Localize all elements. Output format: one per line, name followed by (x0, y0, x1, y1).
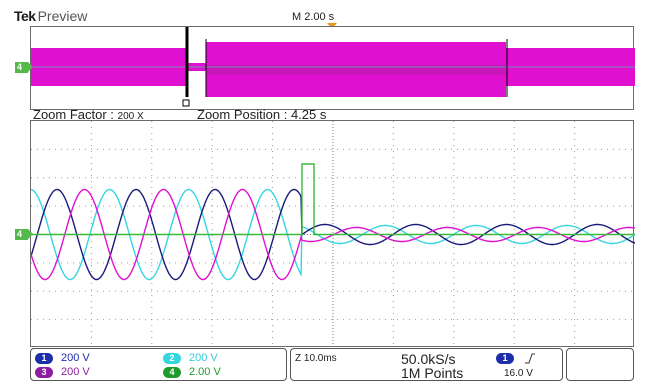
zoom-factor: Zoom Factor : 200 X (33, 107, 144, 122)
overview-envelope-core (206, 65, 506, 75)
trigger-level: 16.0 V (504, 368, 533, 379)
waveform-plot (31, 121, 635, 348)
channel-1-trace (31, 188, 635, 281)
overview-display (30, 26, 635, 110)
channel-4-badge: 4 (163, 367, 181, 378)
channel-1-readout[interactable]: 1 200 V (35, 352, 90, 365)
waveform-graticule[interactable] (30, 120, 635, 348)
readout-bar: 1 200 V 2 200 V 3 200 V 4 2.00 V Z 10.0ms 50… (30, 348, 634, 384)
overview-waveform (31, 27, 635, 107)
timebase-trigger-box[interactable]: Z 10.0ms 50.0kS/s 1M Points 1 16.0 V (290, 348, 563, 381)
empty-readout-box[interactable] (566, 348, 634, 381)
channel-1-badge: 1 (35, 353, 53, 364)
channel-4-readout[interactable]: 4 2.00 V (163, 366, 221, 379)
title-bar: Tek Preview (14, 8, 87, 24)
zoom-position: Zoom Position : 4.25 s (197, 107, 327, 122)
zoom-position-value: 4.25 s (290, 107, 327, 122)
overview-ground-marker[interactable]: 4 (15, 62, 33, 73)
zoom-factor-value: 200 X (117, 111, 144, 122)
brand-logo: Tek (14, 8, 36, 24)
channel-2-readout[interactable]: 2 200 V (163, 352, 218, 365)
sample-rate: 50.0kS/s (401, 351, 456, 367)
zoom-timescale: Z 10.0ms (295, 353, 337, 364)
overview-zoom-box-icon (182, 99, 190, 107)
channel-4-trace (31, 163, 635, 236)
trigger-channel-badge: 1 (496, 352, 514, 364)
rising-edge-icon (525, 353, 536, 364)
record-length: 1M Points (401, 365, 464, 381)
channel-readout-box[interactable]: 1 200 V 2 200 V 3 200 V 4 2.00 V (30, 348, 287, 381)
channel-2-trace (31, 188, 635, 281)
trigger-source[interactable]: 1 (496, 352, 536, 365)
acquisition-status: Preview (37, 8, 88, 24)
channel-2-badge: 2 (163, 353, 181, 364)
horizontal-scale-readout[interactable]: M 2.00 s (292, 11, 335, 23)
channel-3-readout[interactable]: 3 200 V (35, 366, 90, 379)
channel-4-ground-marker[interactable]: 4 (15, 229, 33, 240)
channel-3-badge: 3 (35, 367, 53, 378)
